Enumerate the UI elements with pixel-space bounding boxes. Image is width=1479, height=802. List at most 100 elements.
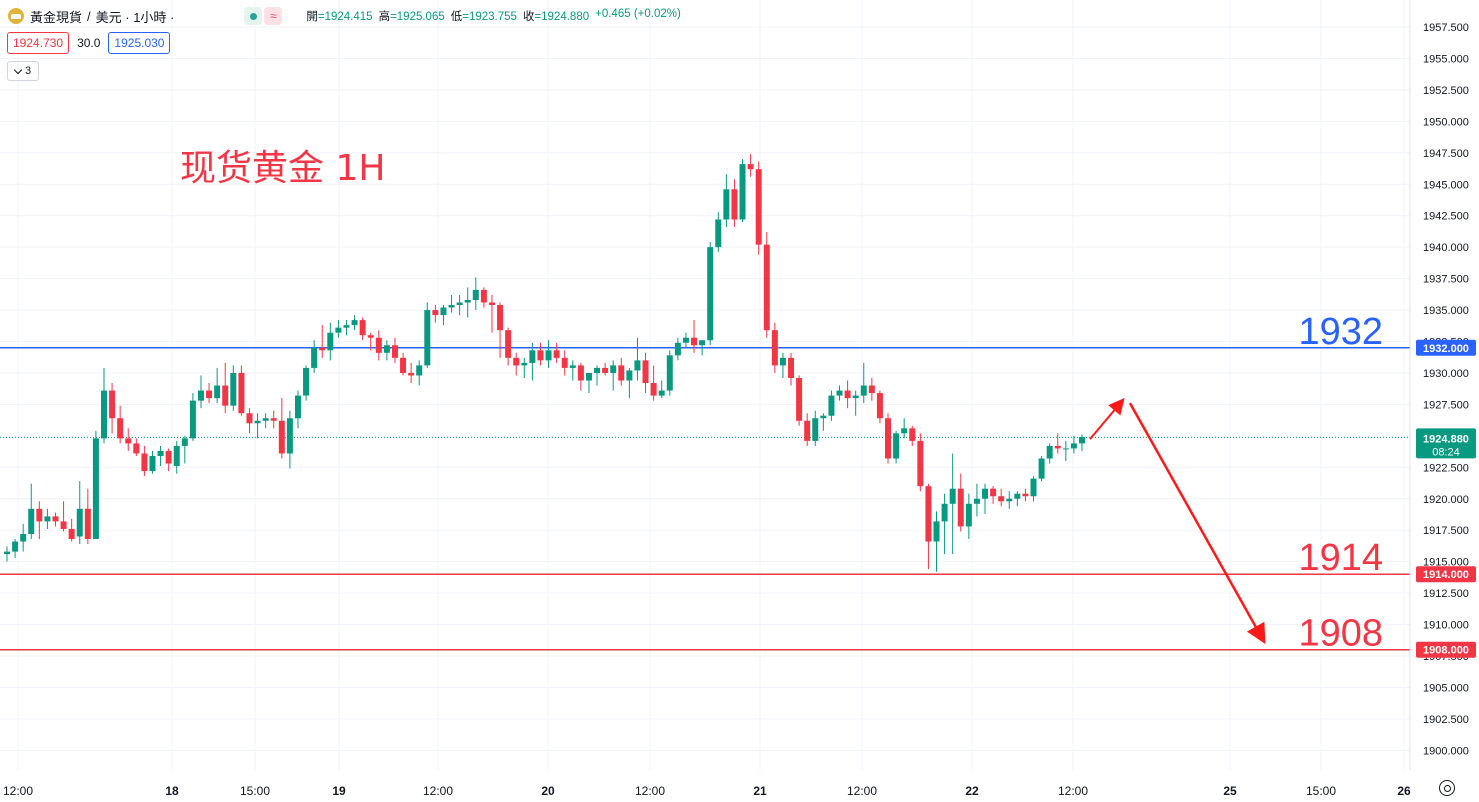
- candle[interactable]: [270, 410, 277, 429]
- candle[interactable]: [440, 305, 447, 326]
- candle[interactable]: [1054, 433, 1061, 454]
- candle[interactable]: [885, 413, 892, 464]
- candle[interactable]: [294, 390, 301, 429]
- candle[interactable]: [36, 501, 43, 540]
- candle[interactable]: [68, 518, 75, 542]
- candle[interactable]: [472, 277, 479, 311]
- candle[interactable]: [529, 342, 536, 381]
- candle[interactable]: [343, 320, 350, 336]
- candle[interactable]: [537, 342, 544, 366]
- candle[interactable]: [1022, 488, 1029, 502]
- candle[interactable]: [400, 352, 407, 376]
- candle[interactable]: [4, 546, 10, 562]
- candle[interactable]: [674, 337, 681, 361]
- candle[interactable]: [650, 365, 657, 401]
- candle[interactable]: [658, 380, 665, 399]
- market-open-icon[interactable]: [244, 7, 263, 25]
- candle[interactable]: [351, 315, 358, 331]
- candle[interactable]: [545, 340, 552, 368]
- candle[interactable]: [303, 365, 310, 401]
- candle[interactable]: [731, 179, 738, 228]
- candle[interactable]: [505, 327, 512, 366]
- candle[interactable]: [206, 383, 213, 404]
- sell-button[interactable]: 1924.730: [7, 32, 70, 54]
- candle[interactable]: [488, 294, 495, 333]
- candle[interactable]: [222, 362, 229, 414]
- candle[interactable]: [699, 340, 706, 356]
- candle[interactable]: [286, 410, 293, 469]
- candle[interactable]: [594, 365, 601, 386]
- candle[interactable]: [973, 483, 980, 517]
- candle[interactable]: [561, 350, 568, 376]
- candle[interactable]: [844, 380, 851, 409]
- candle[interactable]: [820, 413, 827, 431]
- candle[interactable]: [262, 413, 269, 429]
- candle[interactable]: [149, 450, 156, 474]
- currency-interval[interactable]: 美元 · 1小時 ·: [95, 9, 175, 25]
- candle[interactable]: [569, 360, 576, 381]
- candle[interactable]: [76, 481, 83, 545]
- candle[interactable]: [682, 332, 689, 348]
- candle[interactable]: [214, 367, 221, 404]
- candle[interactable]: [626, 367, 633, 399]
- candle[interactable]: [909, 425, 916, 446]
- candle[interactable]: [779, 352, 786, 378]
- candle[interactable]: [28, 483, 35, 540]
- candle[interactable]: [852, 390, 859, 416]
- candle[interactable]: [327, 322, 334, 361]
- candle[interactable]: [359, 317, 366, 341]
- candle[interactable]: [868, 377, 875, 401]
- candle[interactable]: [965, 493, 972, 540]
- candle[interactable]: [553, 342, 560, 363]
- candle[interactable]: [933, 511, 940, 572]
- buy-button[interactable]: 1925.030: [108, 32, 171, 54]
- candle[interactable]: [771, 322, 778, 373]
- candle[interactable]: [141, 445, 148, 477]
- candle[interactable]: [949, 453, 956, 555]
- candle[interactable]: [165, 448, 172, 472]
- settings-gear-icon[interactable]: [1439, 780, 1455, 796]
- candle[interactable]: [917, 433, 924, 492]
- candle[interactable]: [747, 154, 754, 177]
- symbol-name[interactable]: 黃金現貨: [30, 9, 83, 25]
- candle[interactable]: [941, 493, 948, 555]
- candle[interactable]: [12, 539, 19, 558]
- candle[interactable]: [804, 413, 811, 446]
- candle[interactable]: [577, 362, 584, 391]
- candle[interactable]: [1030, 476, 1037, 502]
- candle[interactable]: [1006, 491, 1013, 509]
- candle[interactable]: [181, 435, 188, 464]
- candle[interactable]: [860, 362, 867, 404]
- candle[interactable]: [375, 330, 382, 361]
- candle[interactable]: [876, 390, 883, 424]
- candle[interactable]: [1070, 435, 1077, 454]
- candle[interactable]: [1079, 434, 1085, 451]
- candle[interactable]: [666, 350, 673, 396]
- candle[interactable]: [278, 398, 285, 459]
- candle[interactable]: [691, 320, 698, 353]
- candlesticks[interactable]: [4, 154, 1085, 572]
- candle[interactable]: [125, 428, 132, 451]
- candle[interactable]: [197, 375, 204, 409]
- candle[interactable]: [618, 357, 625, 386]
- indicators-toggle-button[interactable]: 3: [7, 61, 39, 81]
- candle[interactable]: [84, 488, 91, 545]
- candle[interactable]: [456, 294, 463, 316]
- candle[interactable]: [117, 405, 124, 444]
- candle[interactable]: [925, 483, 932, 570]
- candle[interactable]: [383, 340, 390, 361]
- candle[interactable]: [319, 325, 326, 358]
- candle[interactable]: [416, 360, 423, 386]
- candle[interactable]: [836, 385, 843, 401]
- candle[interactable]: [480, 287, 487, 308]
- candle[interactable]: [60, 501, 67, 532]
- candle[interactable]: [634, 337, 641, 381]
- candle[interactable]: [1014, 491, 1021, 507]
- candle[interactable]: [109, 383, 116, 434]
- candle[interactable]: [92, 430, 99, 540]
- candle[interactable]: [990, 486, 997, 504]
- candle[interactable]: [464, 287, 471, 318]
- candle[interactable]: [230, 365, 237, 411]
- candle[interactable]: [707, 242, 714, 346]
